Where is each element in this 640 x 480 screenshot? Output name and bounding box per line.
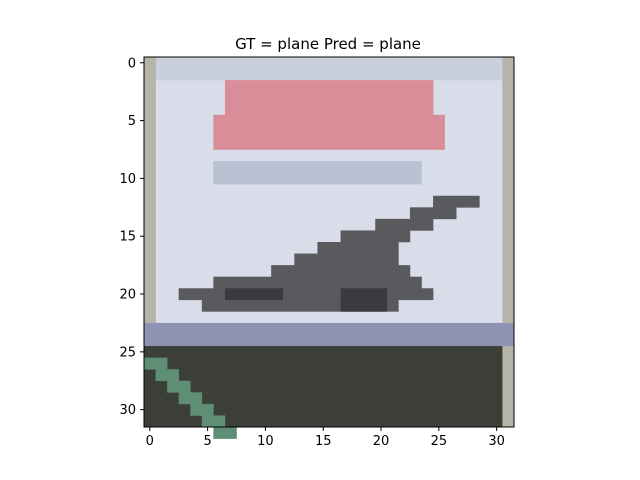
image-region-plane-body: [201, 299, 399, 312]
image-region-frame-border: [502, 346, 515, 428]
y-tick-label: 10: [119, 172, 136, 187]
x-tick-label: 0: [146, 434, 154, 449]
y-tick-label: 25: [119, 345, 136, 360]
image-region-plane-body: [213, 276, 422, 289]
image-region-frame-border: [144, 57, 156, 324]
image-region-red-text-band: [224, 80, 434, 116]
y-tick-label: 30: [119, 403, 136, 418]
image-region-ground-green-stripe: [213, 427, 237, 439]
image-region-plane-body: [340, 230, 411, 243]
image-region-plane-body: [271, 265, 411, 277]
axes-frame: [143, 56, 515, 428]
image-region-plane-body: [317, 242, 399, 254]
image-region-ground-green-stripe: [190, 403, 214, 416]
image-region-ground-green-stripe: [167, 380, 191, 393]
x-tick-label: 15: [315, 434, 332, 449]
image-region-horizon-blue: [144, 322, 515, 347]
axes: 0 5 10 15 20 25 30 0 5 10 15 20 25 30: [119, 56, 515, 449]
image-region-blue-grey-band: [213, 161, 422, 185]
image-region-plane-body: [294, 253, 399, 266]
image-region-plane-shadow: [224, 288, 284, 301]
y-tick-label: 0: [128, 56, 136, 71]
image-region-plane-shadow: [340, 288, 388, 312]
image-region-ground-green-stripe: [155, 369, 179, 382]
image-region-ground-green-stripe: [201, 415, 226, 428]
image-region-plane-body: [375, 218, 434, 231]
x-tick-label: 30: [488, 434, 505, 449]
image-region-plane-body: [409, 207, 457, 220]
x-tick-label: 10: [257, 434, 274, 449]
image-region-ground-green-stripe: [144, 357, 168, 370]
x-tick-label: 5: [203, 434, 211, 449]
image-region-frame-border: [502, 57, 515, 324]
image-region-red-text-band: [213, 114, 445, 150]
image-region-sky-top-band: [144, 57, 515, 81]
image-region-ground-green-stripe: [178, 392, 203, 405]
x-tick-label: 25: [431, 434, 448, 449]
y-tick-label: 5: [128, 114, 136, 129]
image-region-plane-body: [433, 195, 480, 208]
plot-area: [144, 57, 515, 439]
y-tick-label: 15: [119, 230, 136, 245]
y-tick-label: 20: [119, 288, 136, 303]
x-tick-label: 20: [373, 434, 390, 449]
image-region-plane-body: [178, 288, 434, 301]
chart-title: GT = plane Pred = plane: [235, 35, 421, 53]
